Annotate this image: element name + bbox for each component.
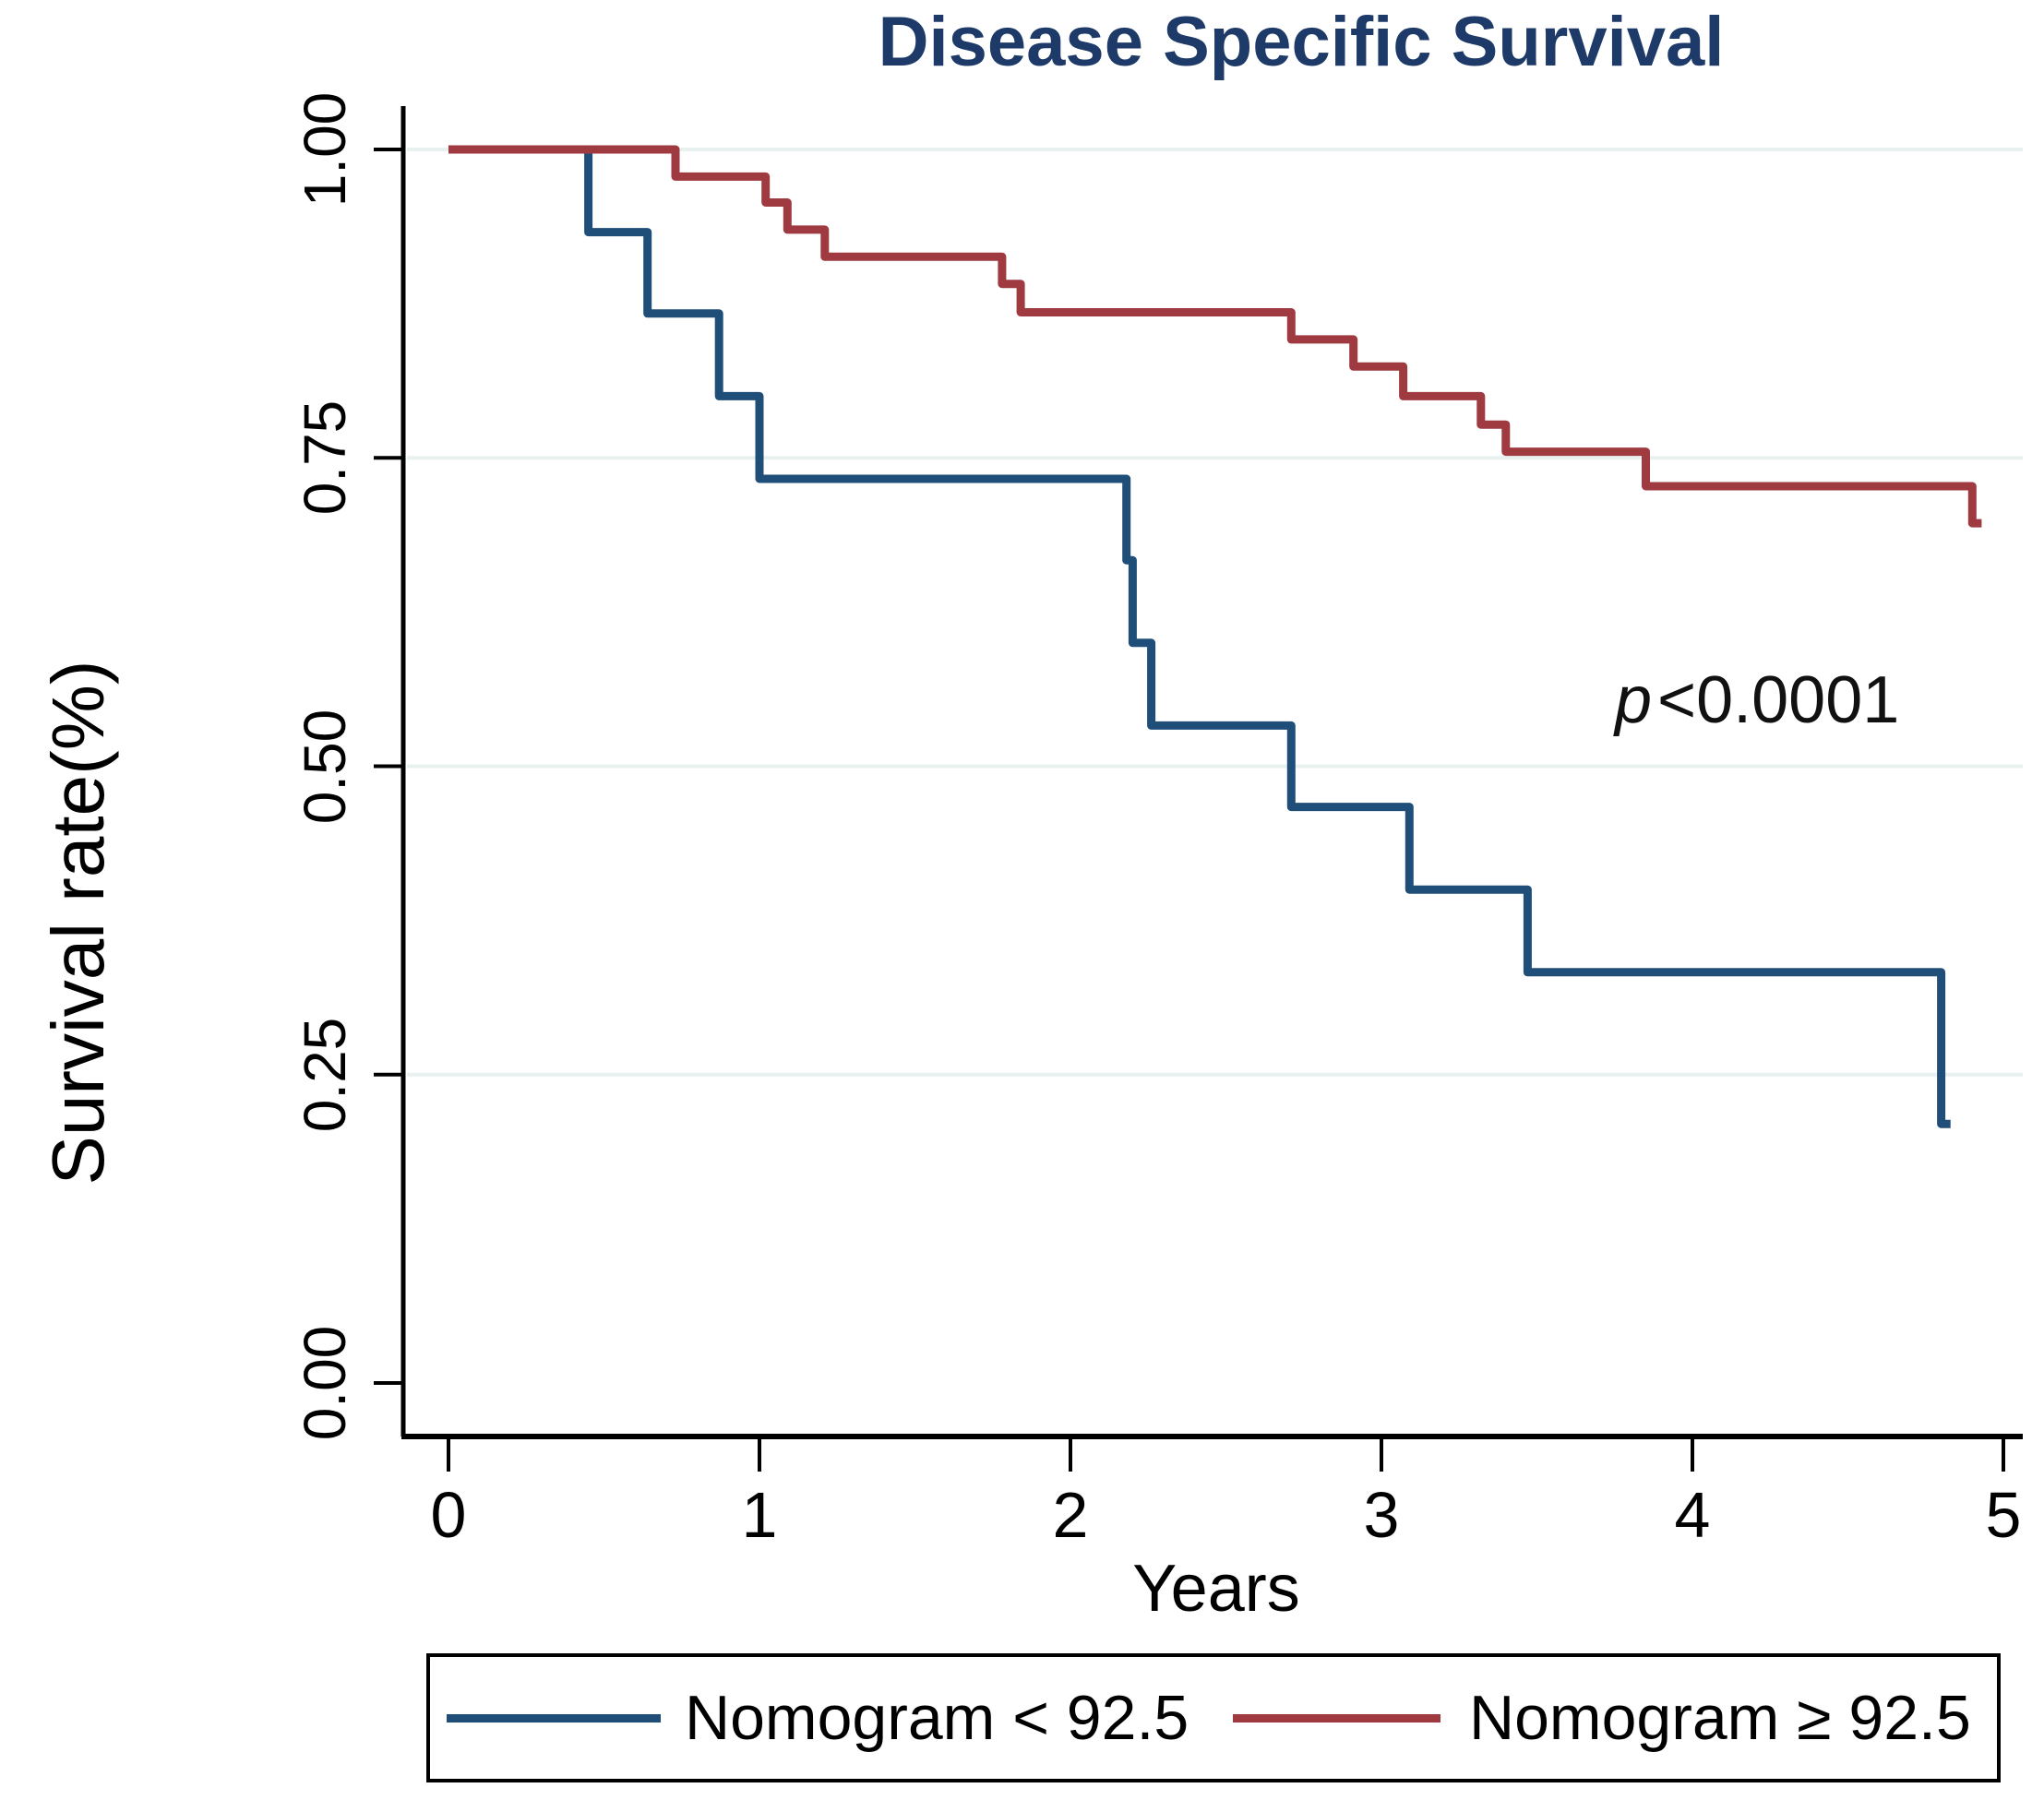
y-tick-label-0.00: 0.00 [292,1325,358,1441]
survival-curves [448,145,1982,1128]
gridlines [407,148,2023,1077]
y-tick-label-0.75: 0.75 [292,399,358,516]
y-tick-label-0.25: 0.25 [292,1017,358,1133]
x-tick-label-2: 2 [1052,1479,1089,1551]
p-value-annotation: p<0.0001 [1615,662,1899,738]
chart-title: Disease Specific Survival [878,3,1725,81]
legend-label-nomogram-lt-92-5: Nomogram < 92.5 [685,1683,1189,1753]
y-axis-title: Survival rate(%) [37,660,119,1186]
legend-swatch-nomogram-lt-92-5 [447,1714,661,1723]
axes [374,106,2023,1472]
legend-label-nomogram-ge-92-5: Nomogram ≥ 92.5 [1469,1683,1971,1753]
y-tick-label-0.50: 0.50 [292,709,358,824]
x-tick-label-3: 3 [1363,1479,1400,1551]
x-tick-label-0: 0 [430,1479,467,1551]
x-tick-label-4: 4 [1674,1479,1711,1551]
x-tick-label-5: 5 [1985,1479,2022,1551]
legend-box: Nomogram < 92.5 Nomogram ≥ 92.5 [426,1653,2001,1782]
x-axis-title: Years [1132,1552,1300,1626]
p-value-text: <0.0001 [1657,663,1900,737]
x-tick-label-1: 1 [741,1479,778,1551]
p-value-symbol: p [1615,663,1653,737]
legend-swatch-nomogram-ge-92-5 [1233,1714,1440,1723]
y-tick-label-1.00: 1.00 [292,91,358,208]
